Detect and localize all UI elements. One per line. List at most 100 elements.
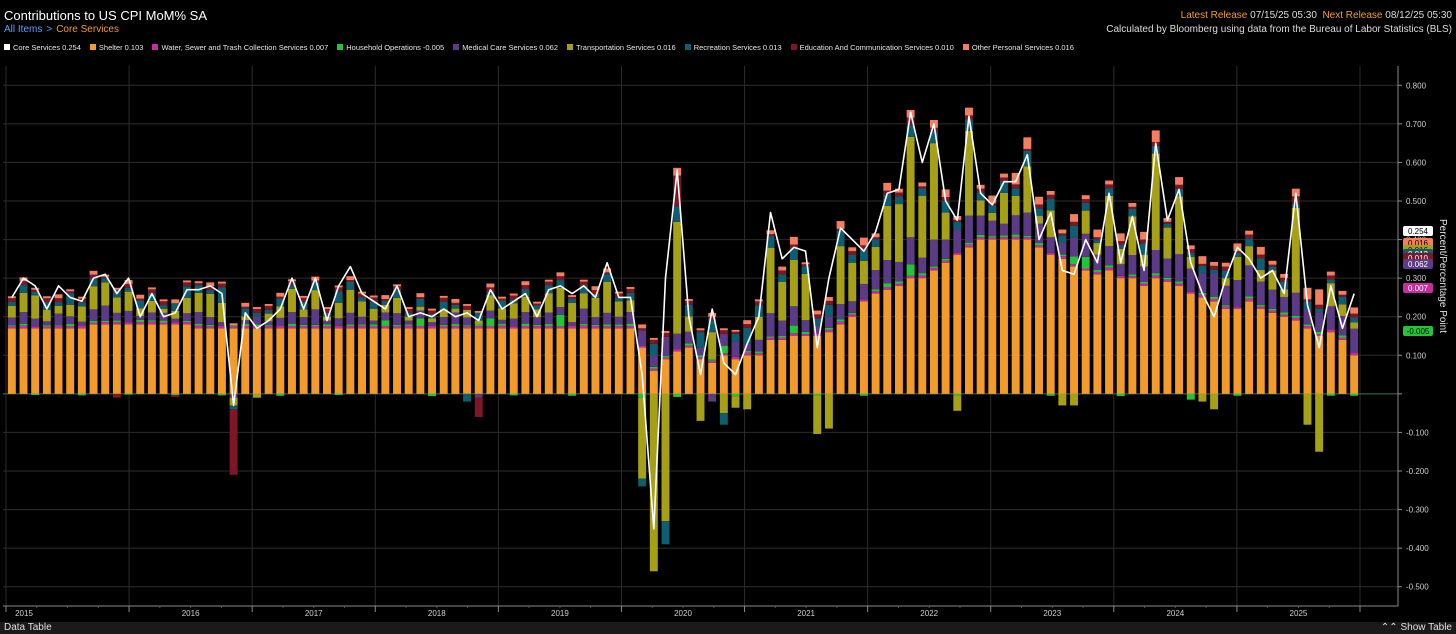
bar-segment [498, 319, 507, 324]
bar-segment [19, 325, 28, 329]
bar-segment [381, 295, 390, 299]
bar-segment [147, 289, 156, 294]
legend-item[interactable]: Core Services 0.254 [4, 43, 81, 52]
bar-segment [311, 280, 320, 283]
bar-segment [252, 324, 261, 326]
bar-segment [463, 317, 472, 326]
bar-segment [1280, 273, 1289, 278]
bar-segment [182, 282, 191, 287]
page-title: Contributions to US CPI MoM% SA [4, 8, 208, 23]
bar-segment [1291, 207, 1300, 293]
bar-segment [54, 328, 63, 394]
y-tick-label: -0.100 [1406, 428, 1429, 437]
bar-segment [393, 326, 401, 329]
bar-segment [241, 320, 250, 325]
breadcrumb-current[interactable]: Core Services [56, 24, 119, 35]
bar-segment [136, 308, 145, 316]
bar-segment [696, 330, 705, 333]
bar-segment [42, 328, 51, 394]
legend-item[interactable]: Medical Care Services 0.062 [453, 43, 558, 52]
legend-item[interactable]: Shelter 0.103 [89, 43, 143, 52]
bar-segment [719, 334, 728, 346]
bar-segment [509, 303, 518, 319]
bar-segment [299, 301, 308, 310]
bar-segment [1151, 275, 1160, 279]
bar-segment [451, 312, 460, 325]
bar-segment [929, 131, 938, 144]
legend-value: 0.254 [62, 43, 81, 52]
legend-item[interactable]: Education And Communication Services 0.01… [790, 43, 954, 52]
bar-segment [1186, 393, 1195, 400]
bar-segment [544, 279, 553, 282]
bar-segment [451, 324, 460, 326]
bar-segment [859, 283, 868, 300]
bar-segment [1035, 245, 1043, 248]
bar-segment [334, 287, 343, 292]
bar-segment [416, 298, 425, 307]
bar-segment [836, 230, 845, 247]
bar-segment [147, 321, 156, 325]
bar-segment [31, 289, 40, 292]
bar-segment [1350, 322, 1359, 329]
bar-segment [906, 264, 915, 276]
bar-segment [824, 327, 833, 330]
show-table-button[interactable]: ⌃⌃ Show Table [1381, 622, 1452, 633]
bar-segment [1035, 208, 1043, 217]
bar-segment [603, 312, 612, 325]
bar-segment [229, 393, 238, 398]
legend-item[interactable]: Recreation Services 0.013 [684, 43, 782, 52]
bar-segment [1221, 309, 1230, 394]
bar-segment [965, 107, 973, 116]
bar-segment [381, 312, 390, 321]
bar-segment [1338, 294, 1347, 297]
double-chevron-up-icon: ⌃⌃ [1380, 622, 1398, 633]
bar-segment [124, 322, 133, 325]
data-table-tab[interactable]: Data Table [4, 622, 52, 633]
bar-segment [801, 262, 810, 265]
bar-segment [276, 296, 285, 299]
bar-segment [194, 328, 203, 394]
bar-segment [1011, 195, 1020, 216]
bar-segment [1151, 153, 1160, 250]
bar-segment [626, 287, 635, 289]
bar-segment [112, 393, 121, 398]
bar-segment [1303, 309, 1312, 325]
bar-segment [743, 352, 752, 356]
end-value-tag [1403, 326, 1433, 336]
bar-segment [859, 260, 868, 284]
bar-segment [288, 281, 296, 286]
latest-release-label: Latest Release [1180, 10, 1248, 21]
bar-segment [778, 270, 787, 275]
bar-segment [1210, 265, 1219, 270]
bar-segment [1035, 216, 1043, 224]
bar-segment [112, 324, 121, 394]
bar-segment [1326, 306, 1335, 330]
bar-segment [136, 294, 145, 299]
bar-segment [988, 212, 997, 221]
bar-segment [1011, 188, 1020, 196]
bar-segment [393, 290, 401, 298]
bar-segment [404, 307, 413, 309]
breadcrumb-root-link[interactable]: All Items [4, 24, 43, 35]
bar-segment [1198, 256, 1207, 264]
bar-segment [836, 319, 845, 322]
bar-segment [42, 321, 51, 326]
bar-segment [1315, 334, 1324, 336]
legend-item[interactable]: Transportation Services 0.016 [567, 43, 676, 52]
bar-segment [451, 298, 460, 303]
bar-segment [521, 328, 530, 394]
bar-segment [486, 328, 495, 394]
bar-segment [614, 324, 623, 326]
bar-segment [19, 292, 28, 313]
legend-item[interactable]: Water, Sewer and Trash Collection Servic… [152, 43, 328, 52]
legend-item[interactable]: Other Personal Services 0.016 [962, 43, 1074, 52]
bar-segment [603, 274, 612, 282]
legend-swatch [4, 44, 10, 50]
legend-swatch [453, 44, 460, 50]
legend-item[interactable]: Household Operations -0.005 [337, 43, 444, 52]
bar-segment [1116, 241, 1125, 245]
bar-segment [136, 324, 145, 394]
bar-segment [965, 119, 973, 131]
bar-segment [801, 331, 810, 335]
bar-segment [276, 292, 285, 297]
